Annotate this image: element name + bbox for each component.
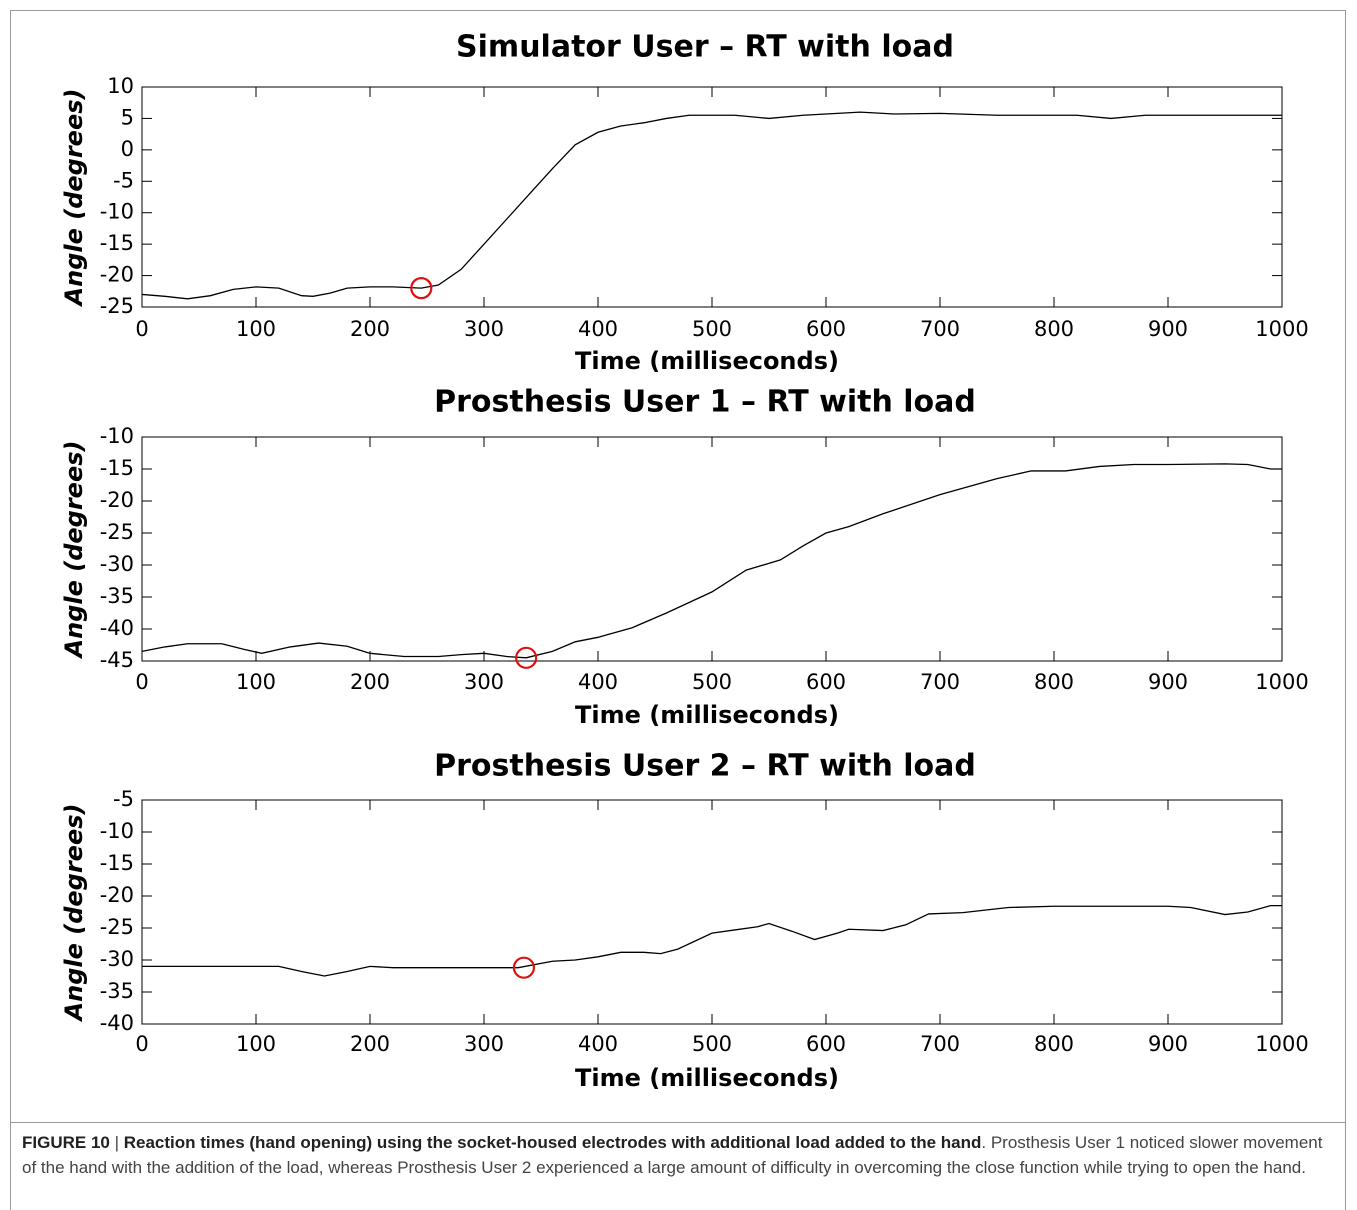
x-tick-label: 300 [464, 1032, 504, 1056]
y-tick-label: -40 [100, 1011, 134, 1035]
x-tick-label: 200 [350, 317, 390, 341]
data-line [141, 463, 1282, 659]
x-axis-label: Time (milliseconds) [575, 347, 839, 375]
y-tick-label: -15 [100, 231, 134, 255]
y-tick-label: 5 [121, 105, 134, 129]
x-tick-label: 1000 [1255, 1032, 1308, 1056]
x-tick-label: 400 [578, 317, 618, 341]
y-tick-label: -25 [100, 294, 134, 318]
x-tick-label: 100 [236, 1032, 276, 1056]
plot-frame [141, 799, 1283, 1025]
y-tick-label: -30 [100, 947, 134, 971]
y-tick-label: -15 [100, 456, 134, 480]
caption-text: . Prosthesis User 1 noticed slower movem… [22, 1133, 1323, 1177]
y-axis-label: Angle (degrees) [60, 89, 88, 308]
onset-marker [410, 277, 433, 300]
y-tick-label: 10 [107, 74, 134, 98]
caption-separator: | [114, 1133, 120, 1152]
x-tick-label: 0 [135, 1032, 148, 1056]
x-tick-label: 800 [1034, 670, 1074, 694]
y-tick-label: -10 [100, 424, 134, 448]
caption-label: FIGURE 10 [22, 1133, 110, 1152]
y-tick-label: -25 [100, 520, 134, 544]
x-axis-label: Time (milliseconds) [575, 1064, 839, 1092]
x-tick-label: 400 [578, 670, 618, 694]
onset-marker [512, 956, 536, 979]
x-tick-label: 500 [692, 317, 732, 341]
x-tick-label: 1000 [1255, 317, 1308, 341]
y-tick-label: -5 [113, 168, 134, 192]
plot-frame [141, 436, 1283, 662]
y-tick-label: -30 [100, 552, 134, 576]
y-axis-label: Angle (degrees) [60, 804, 88, 1023]
caption: FIGURE 10 | Reaction times (hand opening… [22, 1130, 1337, 1180]
x-tick-label: 600 [806, 670, 846, 694]
x-tick-label: 300 [464, 317, 504, 341]
y-tick-label: -45 [100, 648, 134, 672]
x-tick-label: 700 [920, 670, 960, 694]
x-tick-label: 900 [1148, 1032, 1188, 1056]
y-tick-label: -40 [100, 616, 134, 640]
caption-title: Reaction times (hand opening) using the … [123, 1133, 982, 1152]
x-tick-label: 800 [1034, 1032, 1074, 1056]
y-axis-label: Angle (degrees) [60, 441, 88, 660]
x-tick-label: 800 [1034, 317, 1074, 341]
data-line [141, 111, 1282, 300]
x-tick-label: 700 [920, 1032, 960, 1056]
data-line [142, 904, 1282, 977]
chart-title: Simulator User – RT with load [456, 30, 954, 65]
x-tick-label: 300 [464, 670, 504, 694]
x-tick-label: 600 [806, 1032, 846, 1056]
y-tick-label: -25 [100, 915, 134, 939]
x-tick-label: 600 [806, 317, 846, 341]
x-tick-label: 1000 [1255, 670, 1308, 694]
y-tick-label: 0 [121, 137, 134, 161]
x-tick-label: 0 [135, 317, 148, 341]
chart-title: Prosthesis User 1 – RT with load [434, 385, 976, 420]
x-tick-label: 200 [350, 670, 390, 694]
y-tick-label: -35 [100, 979, 134, 1003]
x-axis-label: Time (milliseconds) [575, 701, 839, 729]
y-tick-label: -15 [100, 851, 134, 875]
y-tick-label: -20 [100, 263, 134, 287]
x-tick-label: 100 [236, 317, 276, 341]
plot-frame [141, 86, 1283, 308]
y-tick-label: -5 [113, 787, 134, 811]
y-tick-label: -10 [100, 819, 134, 843]
y-tick-label: -20 [100, 488, 134, 512]
x-tick-label: 500 [692, 1032, 732, 1056]
y-tick-label: -10 [100, 200, 134, 224]
x-tick-label: 100 [236, 670, 276, 694]
y-tick-label: -20 [100, 883, 134, 907]
chart-title: Prosthesis User 2 – RT with load [434, 749, 976, 784]
x-tick-label: 900 [1148, 317, 1188, 341]
x-tick-label: 400 [578, 1032, 618, 1056]
y-tick-label: -35 [100, 584, 134, 608]
separator [10, 1122, 1346, 1123]
figure-frame [10, 10, 1346, 1210]
onset-marker [515, 646, 538, 669]
x-tick-label: 500 [692, 670, 732, 694]
x-tick-label: 700 [920, 317, 960, 341]
x-tick-label: 0 [135, 670, 148, 694]
x-tick-label: 200 [350, 1032, 390, 1056]
x-tick-label: 900 [1148, 670, 1188, 694]
